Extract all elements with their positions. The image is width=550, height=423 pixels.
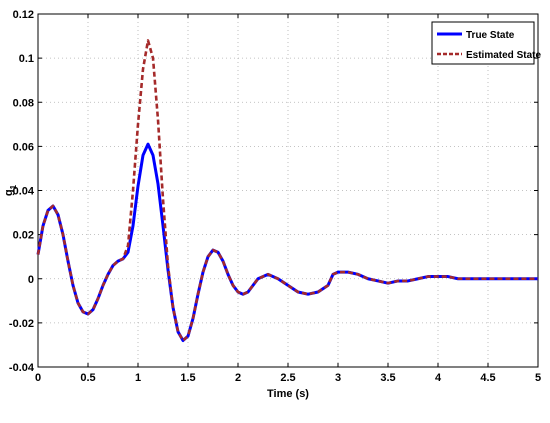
x-tick-label: 0 bbox=[35, 372, 41, 384]
y-axis-label-base: g bbox=[3, 189, 15, 196]
y-tick-label: 0 bbox=[28, 274, 34, 286]
y-tick-label: 0.06 bbox=[13, 141, 34, 153]
y-tick-label: 0.02 bbox=[13, 230, 34, 242]
legend: True State Estimated State bbox=[431, 21, 541, 65]
x-tick-label: 1.5 bbox=[180, 372, 195, 384]
x-axis-label: Time (s) bbox=[267, 388, 309, 400]
series-line-estimated-state bbox=[36, 39, 538, 342]
y-tick-label: 0.1 bbox=[19, 53, 34, 65]
x-tick-label: 3.5 bbox=[380, 372, 395, 384]
legend-box bbox=[431, 21, 535, 65]
legend-label-estimated-state: Estimated State bbox=[466, 50, 541, 61]
x-tick-label: 3 bbox=[335, 372, 341, 384]
x-tick-label: 2 bbox=[235, 372, 241, 384]
series-lines bbox=[36, 39, 538, 343]
x-tick-label: 0.5 bbox=[80, 372, 95, 384]
y-tick-label: 0.08 bbox=[13, 97, 34, 109]
y-axis-label-subscript: 1 bbox=[9, 184, 18, 189]
y-tick-label: 0.12 bbox=[13, 9, 34, 21]
y-tick-label: -0.04 bbox=[9, 362, 35, 374]
grid-lines bbox=[38, 14, 538, 367]
legend-label-true-state: True State bbox=[466, 30, 515, 41]
axis-ticks: 0 0.5 1 1.5 2 2.5 3 3.5 4 4.5 5 -0.04 -0.02 0 0.02 0.04… bbox=[3, 9, 541, 384]
x-tick-label: 5 bbox=[535, 372, 541, 384]
y-tick-label: 0.04 bbox=[13, 186, 35, 198]
x-tick-label: 4.5 bbox=[480, 372, 495, 384]
y-axis-label: g1 bbox=[3, 184, 18, 196]
y-tick-label: -0.02 bbox=[9, 318, 34, 330]
x-tick-label: 2.5 bbox=[280, 372, 295, 384]
x-tick-label: 1 bbox=[135, 372, 141, 384]
x-tick-label: 4 bbox=[435, 372, 442, 384]
